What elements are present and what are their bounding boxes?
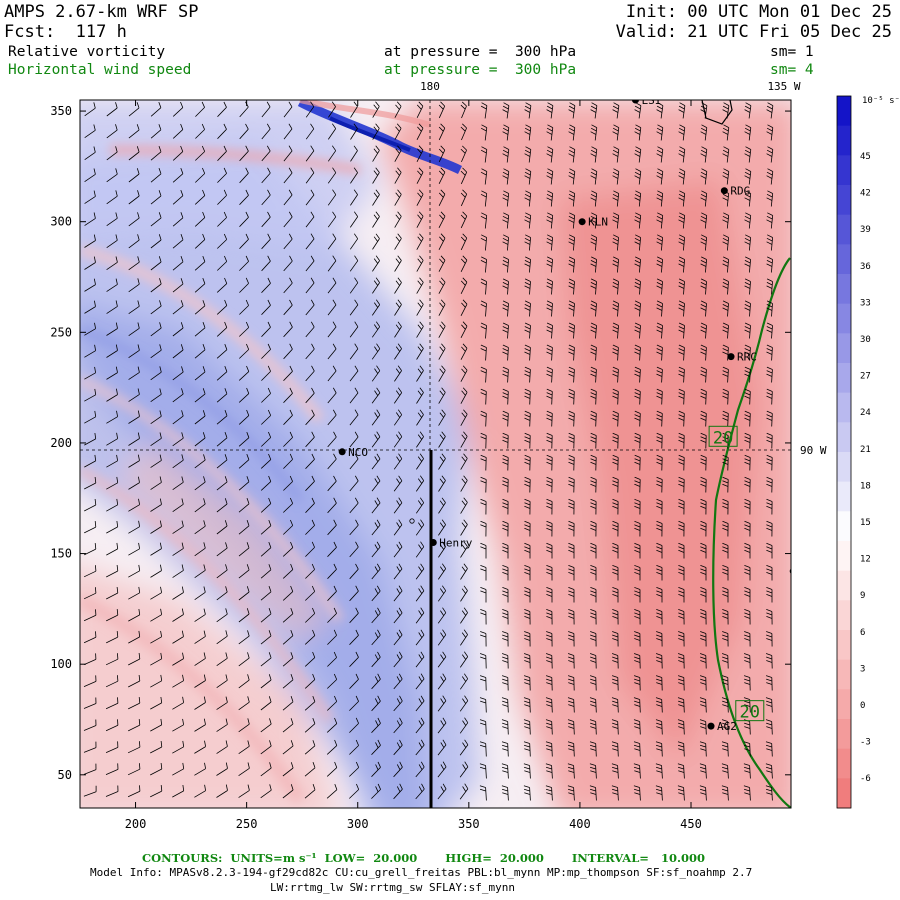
colorbar-label: 30: [860, 335, 871, 345]
y-tick-label: 300: [50, 215, 72, 229]
station-label: KLN: [588, 216, 608, 229]
station-label: AG2: [717, 720, 737, 733]
map-frame: [79, 99, 792, 809]
contour-label: 20: [740, 703, 760, 723]
lon-label-180: 180: [420, 80, 440, 93]
colorbar-label: 9: [860, 591, 865, 601]
model-title: AMPS 2.67-km WRF SP: [4, 2, 199, 22]
field2-smoothing: sm= 4: [770, 62, 814, 78]
valid-time: Valid: 21 UTC Fri 05 Dec 25: [615, 22, 892, 42]
colorbar-label: -6: [860, 774, 871, 784]
small-circle-marker: [409, 518, 415, 524]
model-info-physics: LW:rrtmg_lw SW:rrtmg_sw SFLAY:sf_mynn: [270, 881, 516, 894]
colorbar-label: 18: [860, 481, 871, 491]
colorbar-unit: 10⁻⁵ s⁻¹: [862, 96, 900, 106]
station-dot: [338, 448, 346, 456]
station-dot: [707, 722, 715, 730]
x-tick-label: 450: [680, 817, 702, 831]
contour-info: CONTOURS: UNITS=m s⁻¹ LOW= 20.000 HIGH= …: [142, 851, 705, 865]
station-label: Henry: [439, 537, 472, 550]
station-dot: [429, 539, 437, 546]
y-axis: 50 100 150 200 250 300 350: [50, 104, 791, 782]
station-dot: [720, 187, 728, 195]
colorbar-label: 27: [860, 372, 871, 382]
station-label: RRC: [737, 351, 757, 364]
field1-name: Relative vorticity: [8, 44, 166, 60]
field2-level: at pressure = 300 hPa: [384, 62, 577, 78]
contour-label: 20: [713, 428, 733, 448]
y-tick-label: 50: [58, 768, 72, 782]
station-label: LSI: [641, 94, 661, 107]
x-tick-label: 200: [125, 817, 147, 831]
field1-level: at pressure = 300 hPa: [384, 44, 577, 60]
station-dot: [631, 100, 639, 104]
colorbar-label: 0: [860, 701, 865, 711]
colorbar-label: 36: [860, 262, 871, 272]
coastline: [712, 257, 791, 808]
x-tick-label: 350: [458, 817, 480, 831]
station-label: NCO: [348, 446, 368, 459]
station-dot: [578, 218, 586, 226]
colorbar-label: 15: [860, 518, 871, 528]
y-tick-label: 350: [50, 104, 72, 118]
colorbar-label: 45: [860, 152, 871, 162]
station-markers: LSI RDG KLN RRC NCO Henry AG2: [338, 94, 791, 733]
lon-label-90w: 90 W: [800, 444, 827, 457]
colorbar-label: 33: [860, 298, 871, 308]
colorbar-label: 24: [860, 408, 871, 418]
colorbar-label: 6: [860, 628, 865, 638]
x-tick-label: 300: [347, 817, 369, 831]
colorbar-label: 12: [860, 555, 871, 565]
station-label: RDG: [730, 185, 750, 198]
forecast-hour: Fcst: 117 h: [4, 22, 127, 42]
colorbar-label: 3: [860, 664, 865, 674]
station-dot: [727, 353, 735, 361]
y-tick-label: 200: [50, 436, 72, 450]
colorbar-label: 21: [860, 445, 871, 455]
x-tick-label: 250: [236, 817, 258, 831]
y-tick-label: 150: [50, 547, 72, 561]
x-axis: 200 250 300 350 400 450: [125, 100, 702, 831]
field2-name: Horizontal wind speed: [8, 62, 192, 78]
field1-smoothing: sm= 1: [770, 44, 814, 60]
model-info: Model Info: MPASv8.2.3-194-gf29cd82c CU:…: [90, 866, 753, 879]
y-tick-label: 250: [50, 325, 72, 339]
init-time: Init: 00 UTC Mon 01 Dec 25: [625, 2, 892, 22]
x-tick-label: 400: [569, 817, 591, 831]
y-tick-label: 100: [50, 657, 72, 671]
lon-label-135w: 135 W: [767, 80, 800, 93]
colorbar-label: -3: [860, 738, 871, 748]
wind-barbs: [83, 101, 774, 801]
colorbar-label: 42: [860, 189, 871, 199]
colorbar-label: 39: [860, 225, 871, 235]
